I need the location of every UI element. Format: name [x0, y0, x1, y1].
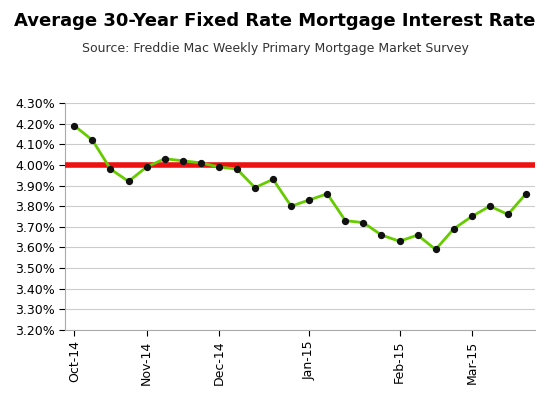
Point: [468, 213, 476, 220]
Point: [377, 232, 386, 238]
Point: [449, 226, 458, 232]
Point: [124, 178, 133, 185]
Point: [214, 164, 223, 170]
Point: [486, 203, 494, 209]
Text: Average 30-Year Fixed Rate Mortgage Interest Rate: Average 30-Year Fixed Rate Mortgage Inte…: [14, 12, 536, 30]
Point: [70, 122, 79, 129]
Point: [431, 246, 440, 253]
Point: [413, 232, 422, 238]
Point: [503, 211, 512, 218]
Point: [160, 156, 169, 162]
Point: [233, 166, 241, 172]
Point: [341, 218, 350, 224]
Point: [251, 184, 260, 191]
Point: [178, 158, 187, 164]
Point: [521, 190, 530, 197]
Point: [395, 238, 404, 244]
Point: [88, 137, 97, 143]
Point: [287, 203, 295, 209]
Point: [142, 164, 151, 170]
Point: [196, 160, 205, 166]
Point: [106, 166, 115, 172]
Point: [305, 197, 314, 203]
Text: Source: Freddie Mac Weekly Primary Mortgage Market Survey: Source: Freddie Mac Weekly Primary Mortg…: [81, 42, 469, 55]
Point: [359, 220, 368, 226]
Point: [323, 190, 332, 197]
Point: [268, 176, 277, 182]
